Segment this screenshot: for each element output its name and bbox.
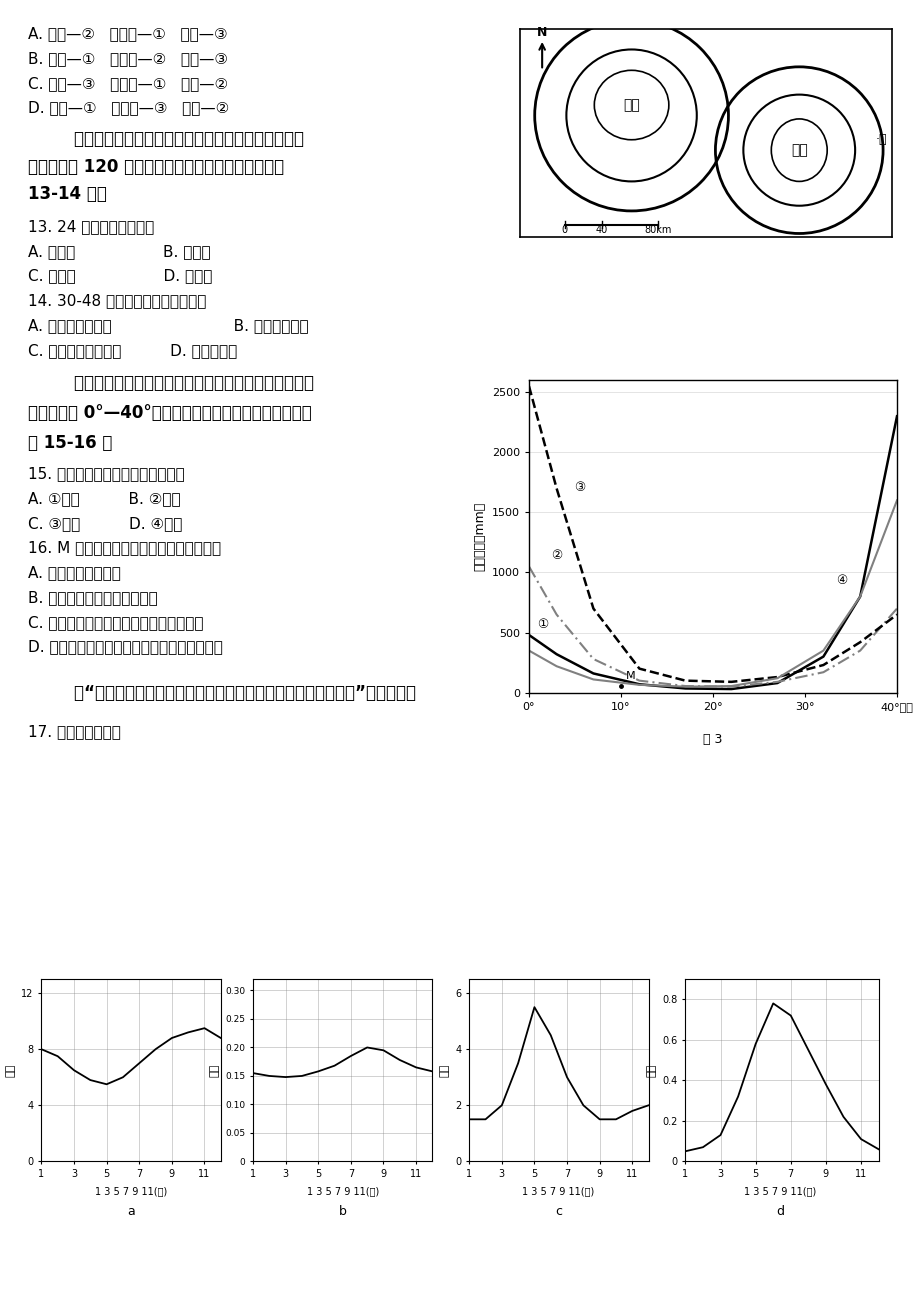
Text: 80km: 80km: [643, 225, 671, 234]
Y-axis label: 流量: 流量: [210, 1064, 220, 1077]
Text: ④: ④: [835, 574, 846, 587]
Text: 15. 表示北美大陆西岸降水状况的是: 15. 表示北美大陆西岸降水状况的是: [28, 466, 184, 482]
Text: M: M: [625, 672, 634, 681]
Y-axis label: 流量: 流量: [646, 1064, 656, 1077]
Text: 图 3: 图 3: [702, 733, 722, 746]
Text: 17. 图中各河依次是: 17. 图中各河依次是: [28, 724, 120, 740]
Text: ③: ③: [573, 480, 584, 493]
Text: C. 西北风                  D. 西南风: C. 西北风 D. 西南风: [28, 268, 211, 284]
Y-axis label: 年降水量（mm）: 年降水量（mm）: [472, 501, 486, 572]
Text: D. 伦敦—①   莫斯科—③   罗马—②: D. 伦敦—① 莫斯科—③ 罗马—②: [28, 100, 229, 116]
Text: 读“亚马孙河、尼罗河、长江、泰晎士河某站的相对流量曲线图”，回答下题: 读“亚马孙河、尼罗河、长江、泰晎士河某站的相对流量曲线图”，回答下题: [28, 684, 415, 702]
Text: 13-14 题。: 13-14 题。: [28, 185, 107, 203]
Text: B. 盛行东北信风，水汽含量少: B. 盛行东北信风，水汽含量少: [28, 590, 157, 605]
Y-axis label: 流量: 流量: [439, 1064, 449, 1077]
Text: ①: ①: [537, 617, 548, 630]
Text: 0: 0: [561, 225, 567, 234]
Text: 右图中四条曲线分别表示北美、南美、澳大利亚和非洲: 右图中四条曲线分别表示北美、南美、澳大利亚和非洲: [28, 374, 313, 392]
Text: 40: 40: [595, 225, 607, 234]
Text: A. 强对流降雨天气                         B. 连绵阴雨天气: A. 强对流降雨天气 B. 连绵阴雨天气: [28, 318, 308, 333]
Text: 1 3 5 7 9 11(月): 1 3 5 7 9 11(月): [307, 1186, 379, 1197]
Text: C. 终年受副热带高压控制，盛行下沉气流: C. 终年受副热带高压控制，盛行下沉气流: [28, 615, 203, 630]
Text: b: b: [339, 1204, 346, 1217]
Text: A. 伦敦—②   莫斯科—①   罗马—③: A. 伦敦—② 莫斯科—① 罗马—③: [28, 26, 227, 42]
Text: ②: ②: [550, 549, 562, 562]
Text: A. 纬度低，蜆发旺盛: A. 纬度低，蜆发旺盛: [28, 565, 120, 581]
Text: 答 15-16 题: 答 15-16 题: [28, 434, 112, 452]
Text: d: d: [776, 1204, 783, 1217]
Text: C. 伦敦—③   莫斯科—①   罗马—②: C. 伦敦—③ 莫斯科—① 罗马—②: [28, 76, 228, 91]
Text: 14. 30-48 小时之间，甲地可能经历: 14. 30-48 小时之间，甲地可能经历: [28, 293, 206, 309]
Text: D. 沿岸有势力很强的寒流流经，降温减湿明显: D. 沿岸有势力很强的寒流流经，降温减湿明显: [28, 639, 222, 655]
Text: 高压: 高压: [790, 143, 807, 158]
Text: 16. M 对应的地点年降水量少的主要原因是: 16. M 对应的地点年降水量少的主要原因是: [28, 540, 221, 556]
Text: a: a: [127, 1204, 134, 1217]
Text: 1 3 5 7 9 11(月): 1 3 5 7 9 11(月): [743, 1186, 815, 1197]
Text: A. 东北风                  B. 东南风: A. 东北风 B. 东南风: [28, 243, 210, 259]
Text: c: c: [554, 1204, 562, 1217]
Y-axis label: 流量: 流量: [6, 1064, 16, 1077]
Text: 右图是长江中下游地区夏初某时的气压系统，该气压: 右图是长江中下游地区夏初某时的气压系统，该气压: [28, 130, 303, 148]
Text: 1 3 5 7 9 11(月): 1 3 5 7 9 11(月): [522, 1186, 594, 1197]
Text: C. ③曲线          D. ④曲线: C. ③曲线 D. ④曲线: [28, 516, 182, 531]
Text: 低压: 低压: [622, 98, 640, 112]
Text: N: N: [537, 26, 547, 39]
Text: B. 伦敦—①   莫斯科—②   罗马—③: B. 伦敦—① 莫斯科—② 罗马—③: [28, 51, 227, 66]
Text: A. ①曲线          B. ②曲线: A. ①曲线 B. ②曲线: [28, 491, 180, 506]
Text: C. 持续晴朗高温天气          D. 沙尘暴天气: C. 持续晴朗高温天气 D. 沙尘暴天气: [28, 342, 236, 358]
Text: ·甲: ·甲: [875, 133, 886, 146]
Text: 系统以每天 120 千米的速度自西向东移动，据此完成: 系统以每天 120 千米的速度自西向东移动，据此完成: [28, 158, 283, 176]
Text: 13. 24 小时后甲地主要吹: 13. 24 小时后甲地主要吹: [28, 219, 153, 234]
Text: 1 3 5 7 9 11(月): 1 3 5 7 9 11(月): [95, 1186, 166, 1197]
Text: 四大陆西岸 0°—40°范围内年降水量分布的状况。读图回: 四大陆西岸 0°—40°范围内年降水量分布的状况。读图回: [28, 404, 311, 422]
